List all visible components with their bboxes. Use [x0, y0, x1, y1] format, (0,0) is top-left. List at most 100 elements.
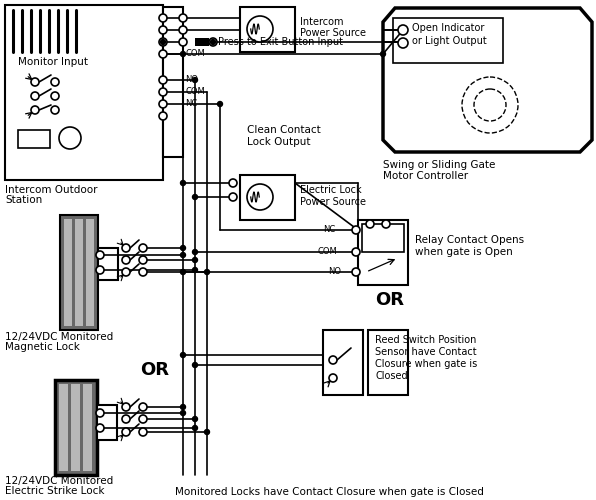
- Circle shape: [247, 16, 273, 42]
- Circle shape: [352, 268, 360, 276]
- Circle shape: [139, 256, 147, 264]
- Bar: [71, 384, 80, 471]
- Circle shape: [139, 403, 147, 411]
- Circle shape: [59, 127, 81, 149]
- Circle shape: [193, 268, 197, 272]
- Circle shape: [398, 25, 408, 35]
- Circle shape: [209, 38, 217, 46]
- Bar: [86, 219, 94, 326]
- Circle shape: [210, 40, 216, 44]
- Circle shape: [139, 415, 147, 423]
- Circle shape: [181, 180, 185, 186]
- Circle shape: [181, 410, 185, 416]
- Circle shape: [193, 78, 197, 82]
- Text: NC: NC: [323, 226, 335, 234]
- Bar: [83, 384, 92, 471]
- Circle shape: [31, 78, 39, 86]
- Circle shape: [159, 14, 167, 22]
- Text: Open Indicator: Open Indicator: [412, 23, 485, 33]
- Bar: [5, 5, 163, 180]
- Circle shape: [247, 184, 273, 210]
- Circle shape: [181, 52, 185, 57]
- Circle shape: [51, 106, 59, 114]
- Text: Monitored Locks have Contact Closure when gate is Closed: Monitored Locks have Contact Closure whe…: [175, 487, 484, 497]
- Text: Station: Station: [5, 195, 42, 205]
- Circle shape: [159, 26, 167, 34]
- Circle shape: [122, 415, 130, 423]
- Bar: [75, 219, 83, 326]
- Bar: [323, 330, 363, 395]
- Text: 12/24VDC Monitored: 12/24VDC Monitored: [5, 476, 113, 486]
- Circle shape: [122, 256, 130, 264]
- Circle shape: [329, 374, 337, 382]
- Circle shape: [193, 416, 197, 422]
- Circle shape: [366, 220, 374, 228]
- Text: or Light Output: or Light Output: [412, 36, 487, 46]
- Text: NO: NO: [328, 268, 341, 276]
- Text: Clean Contact: Clean Contact: [247, 125, 321, 135]
- Text: COM: COM: [185, 88, 205, 96]
- Circle shape: [139, 244, 147, 252]
- Circle shape: [398, 38, 408, 48]
- Bar: [163, 7, 183, 157]
- Circle shape: [179, 14, 187, 22]
- Text: Magnetic Lock: Magnetic Lock: [5, 342, 80, 352]
- Text: NC: NC: [185, 100, 197, 108]
- Bar: [358, 220, 408, 285]
- Circle shape: [204, 430, 210, 434]
- Circle shape: [159, 100, 167, 108]
- Circle shape: [179, 26, 187, 34]
- Circle shape: [181, 270, 185, 274]
- Bar: [59, 384, 68, 471]
- Text: Intercom: Intercom: [300, 17, 343, 27]
- Circle shape: [193, 194, 197, 200]
- Bar: [55, 380, 97, 475]
- Circle shape: [229, 193, 237, 201]
- Circle shape: [181, 404, 185, 409]
- Circle shape: [159, 38, 167, 46]
- Circle shape: [193, 426, 197, 430]
- Text: Relay Contact Opens: Relay Contact Opens: [415, 235, 524, 245]
- Text: when gate is Open: when gate is Open: [415, 247, 513, 257]
- Text: Motor Controller: Motor Controller: [383, 171, 468, 181]
- Text: OR: OR: [141, 361, 169, 379]
- Bar: [97, 405, 117, 440]
- Text: NO: NO: [185, 76, 198, 84]
- Bar: [60, 215, 98, 330]
- Text: OR: OR: [375, 291, 405, 309]
- Text: COM: COM: [185, 50, 205, 58]
- Text: Reed Switch Position: Reed Switch Position: [375, 335, 476, 345]
- Text: Press to Exit Button Input: Press to Exit Button Input: [218, 37, 343, 47]
- Circle shape: [96, 266, 104, 274]
- Circle shape: [229, 179, 237, 187]
- Circle shape: [51, 78, 59, 86]
- Bar: [393, 18, 503, 63]
- Bar: [240, 7, 295, 52]
- Circle shape: [139, 268, 147, 276]
- Circle shape: [181, 252, 185, 258]
- Bar: [195, 38, 209, 46]
- Text: Swing or Sliding Gate: Swing or Sliding Gate: [383, 160, 495, 170]
- Circle shape: [139, 428, 147, 436]
- Bar: [240, 175, 295, 220]
- Circle shape: [159, 112, 167, 120]
- Circle shape: [193, 362, 197, 368]
- Circle shape: [193, 250, 197, 254]
- Circle shape: [51, 92, 59, 100]
- Circle shape: [96, 409, 104, 417]
- Circle shape: [31, 106, 39, 114]
- Circle shape: [159, 88, 167, 96]
- Circle shape: [96, 424, 104, 432]
- Bar: [64, 219, 72, 326]
- Text: Closure when gate is: Closure when gate is: [375, 359, 477, 369]
- Text: Closed: Closed: [375, 371, 408, 381]
- Bar: [362, 224, 404, 252]
- Circle shape: [159, 76, 167, 84]
- Text: Sensor have Contact: Sensor have Contact: [375, 347, 477, 357]
- Circle shape: [218, 102, 222, 106]
- Text: COM: COM: [318, 248, 338, 256]
- Text: Power Source: Power Source: [300, 28, 366, 38]
- Circle shape: [329, 356, 337, 364]
- Circle shape: [122, 244, 130, 252]
- Circle shape: [181, 246, 185, 250]
